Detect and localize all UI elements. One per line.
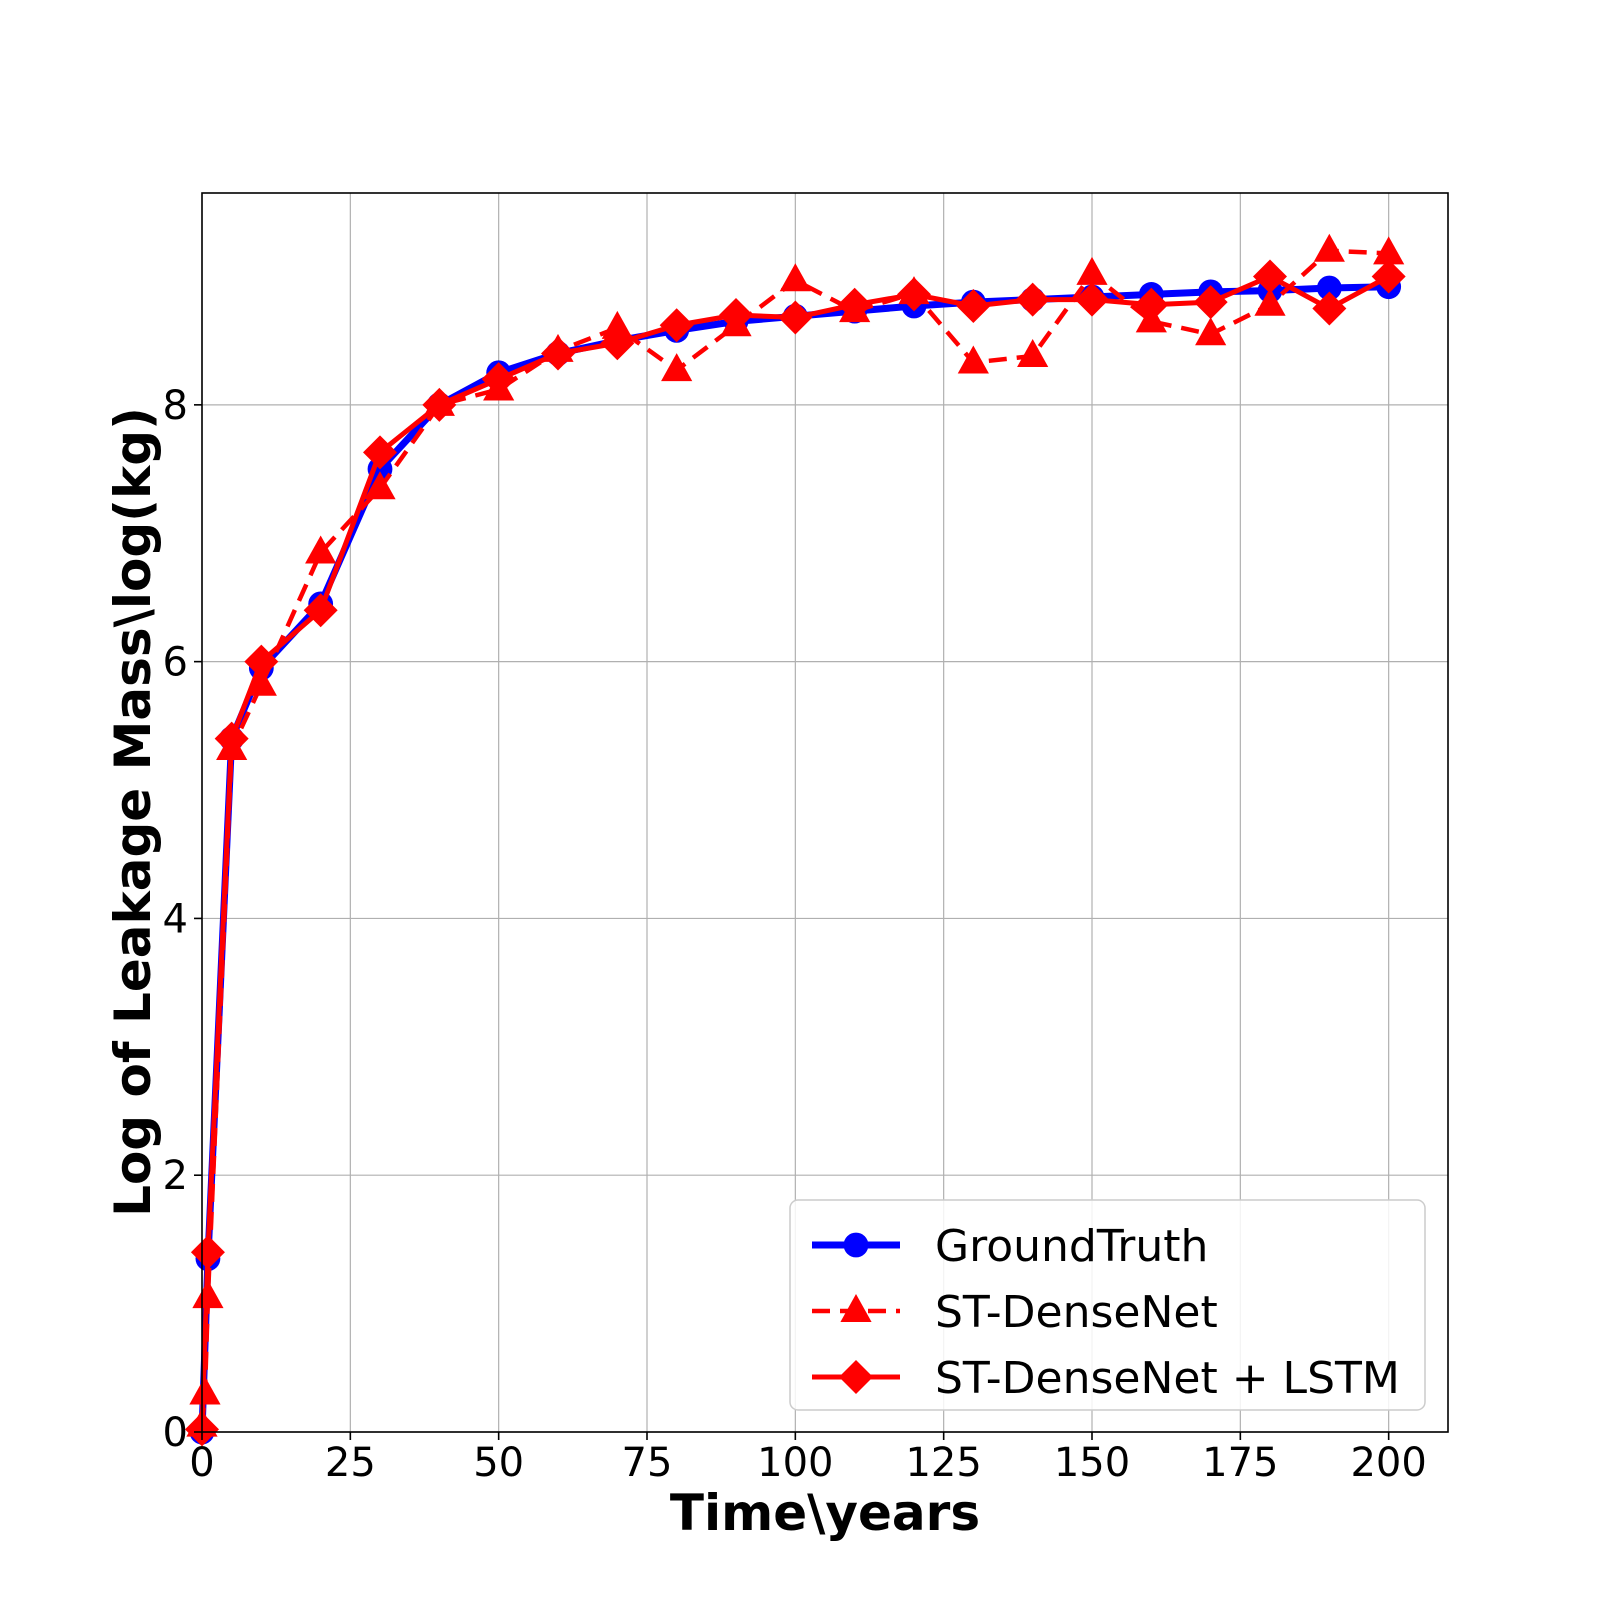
y-axis-ticks: 0 2 4 6 8 xyxy=(163,383,202,1456)
data-point xyxy=(214,721,249,756)
data-point xyxy=(1253,259,1287,294)
y-tick-label: 8 xyxy=(163,383,188,429)
legend: GroundTruth ST-DenseNet ST-DenseNet + LSTM xyxy=(789,1199,1426,1411)
y-axis-title: Log of Leakage Mass\log(kg) xyxy=(104,407,162,1217)
y-tick-label: 6 xyxy=(163,640,188,686)
data-point xyxy=(601,310,633,339)
data-point xyxy=(305,535,337,564)
y-tick-label: 0 xyxy=(163,1410,188,1456)
x-axis-ticks: 0 25 50 75 100 125 150 175 200 xyxy=(189,1432,1427,1486)
x-tick-label: 25 xyxy=(325,1440,376,1486)
data-point xyxy=(244,644,279,679)
legend-entry-label: GroundTruth xyxy=(935,1221,1208,1272)
x-axis-title: Time\years xyxy=(670,1484,980,1542)
legend-swatch-marker xyxy=(839,1360,873,1394)
data-point xyxy=(600,326,635,361)
data-point xyxy=(1075,282,1109,317)
data-point xyxy=(363,435,397,470)
x-tick-label: 75 xyxy=(622,1440,673,1486)
legend-frame xyxy=(789,1199,1426,1411)
data-point xyxy=(1373,236,1405,265)
data-point xyxy=(481,362,516,397)
data-point xyxy=(1316,275,1342,301)
data-point xyxy=(541,336,575,371)
data-point xyxy=(1195,317,1227,346)
data-point xyxy=(897,277,931,312)
data-point xyxy=(190,1235,225,1270)
data-point xyxy=(1134,287,1169,322)
data-point xyxy=(1254,287,1286,316)
series-layer xyxy=(185,233,1406,1447)
y-tick-label: 4 xyxy=(163,896,188,942)
x-tick-label: 100 xyxy=(757,1440,833,1486)
data-point xyxy=(1313,233,1345,262)
legend-swatch-marker xyxy=(840,1294,872,1322)
x-tick-label: 200 xyxy=(1350,1440,1426,1486)
legend-swatch-marker xyxy=(843,1232,869,1258)
data-point xyxy=(1017,339,1049,368)
data-point xyxy=(719,297,753,332)
data-point xyxy=(956,288,991,323)
plot-frame xyxy=(201,192,1449,1433)
data-point xyxy=(1312,291,1347,326)
y-tick-label: 2 xyxy=(163,1153,188,1199)
grid xyxy=(201,193,1448,1433)
x-tick-label: 175 xyxy=(1202,1440,1278,1486)
legend-entry-label: ST-DenseNet xyxy=(935,1287,1218,1338)
data-point xyxy=(779,263,811,292)
x-tick-label: 50 xyxy=(473,1440,524,1486)
data-point xyxy=(303,593,338,628)
data-point xyxy=(957,345,989,374)
data-point xyxy=(1371,259,1406,294)
x-tick-label: 0 xyxy=(189,1440,214,1486)
data-point xyxy=(1015,282,1050,317)
data-point xyxy=(422,387,457,422)
legend-entry-label: ST-DenseNet + LSTM xyxy=(935,1353,1400,1404)
data-point xyxy=(778,300,813,335)
data-point xyxy=(661,353,693,382)
data-point xyxy=(1193,285,1228,320)
series-st-densenet-lstm xyxy=(185,259,1406,1447)
data-point xyxy=(659,308,694,343)
data-point xyxy=(1076,256,1108,285)
data-point xyxy=(837,287,872,322)
x-tick-label: 125 xyxy=(905,1440,981,1486)
x-tick-label: 150 xyxy=(1054,1440,1130,1486)
data-point xyxy=(364,471,396,500)
